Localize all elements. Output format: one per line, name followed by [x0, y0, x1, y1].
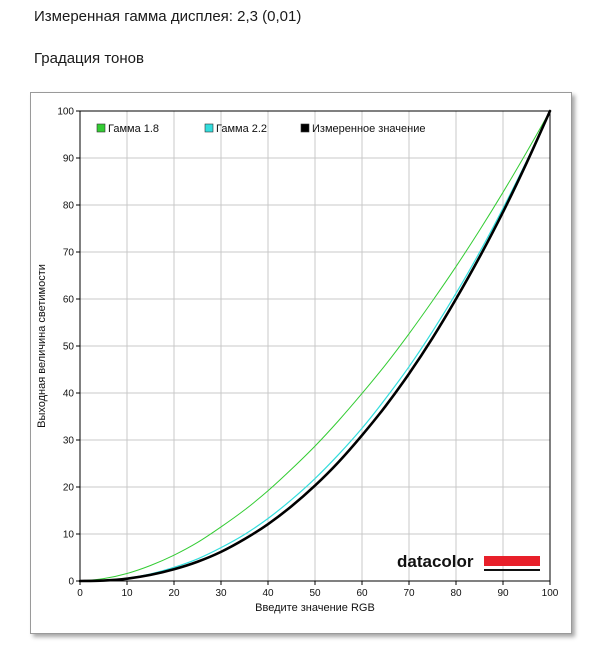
- logo-text: datacolor: [397, 552, 474, 571]
- legend: Гамма 1.8 Гамма 2.2 Измеренное значение: [96, 123, 426, 135]
- legend-label: Измеренное значение: [312, 123, 426, 135]
- y-tick-label: 50: [63, 342, 75, 353]
- y-tick-label: 0: [68, 577, 74, 588]
- series-line-3: [78, 109, 552, 583]
- chart-frame: 0 10 20 30 40 50 60 70 80 90 100 0 10 20 30 40 50 60 70 80 9…: [30, 92, 572, 634]
- logo-accent-bar: [484, 556, 540, 566]
- x-tick-label: 70: [403, 588, 415, 599]
- x-tick-label: 20: [168, 588, 180, 599]
- legend-swatch: [300, 123, 310, 133]
- tone-response-chart: 0 10 20 30 40 50 60 70 80 90 100 0 10 20 30 40 50 60 70 80 9…: [36, 107, 559, 615]
- gamma-heading: Измеренная гамма дисплея: 2,3 (0,01): [34, 8, 302, 25]
- y-tick-label: 70: [63, 248, 75, 259]
- y-tick-label: 10: [63, 530, 75, 541]
- legend-swatch: [204, 123, 214, 133]
- y-tick-label: 80: [63, 201, 75, 212]
- x-tick-label: 60: [356, 588, 368, 599]
- x-axis-title: Введите значение RGB: [255, 602, 375, 614]
- x-tick-label: 10: [121, 588, 133, 599]
- x-tick-label: 40: [262, 588, 274, 599]
- x-tick-label: 30: [215, 588, 227, 599]
- y-tick-label: 90: [63, 154, 75, 165]
- logo-underline: [484, 569, 540, 571]
- x-tick-label: 90: [497, 588, 509, 599]
- y-tick-label: 40: [63, 389, 75, 400]
- datacolor-logo: datacolor: [397, 552, 540, 571]
- x-tick-label: 50: [309, 588, 321, 599]
- grid: [79, 110, 551, 582]
- series-lines: [78, 109, 552, 583]
- y-tick-label: 100: [57, 107, 74, 118]
- gradation-heading: Градация тонов: [34, 50, 144, 67]
- legend-label: Гамма 2.2: [216, 123, 267, 135]
- legend-swatch: [96, 123, 106, 133]
- y-axis-title: Выходная величина светимости: [36, 264, 48, 428]
- x-tick-label: 0: [77, 588, 83, 599]
- x-tick-label: 100: [542, 588, 559, 599]
- tick-labels: 0 10 20 30 40 50 60 70 80 90 100 0 10 20 30 40 50 60 70 80 9…: [57, 107, 558, 600]
- series-line-1: [79, 110, 551, 582]
- x-tick-label: 80: [450, 588, 462, 599]
- legend-label: Гамма 1.8: [108, 123, 159, 135]
- y-tick-label: 60: [63, 295, 75, 306]
- y-tick-label: 30: [63, 436, 75, 447]
- y-tick-label: 20: [63, 483, 75, 494]
